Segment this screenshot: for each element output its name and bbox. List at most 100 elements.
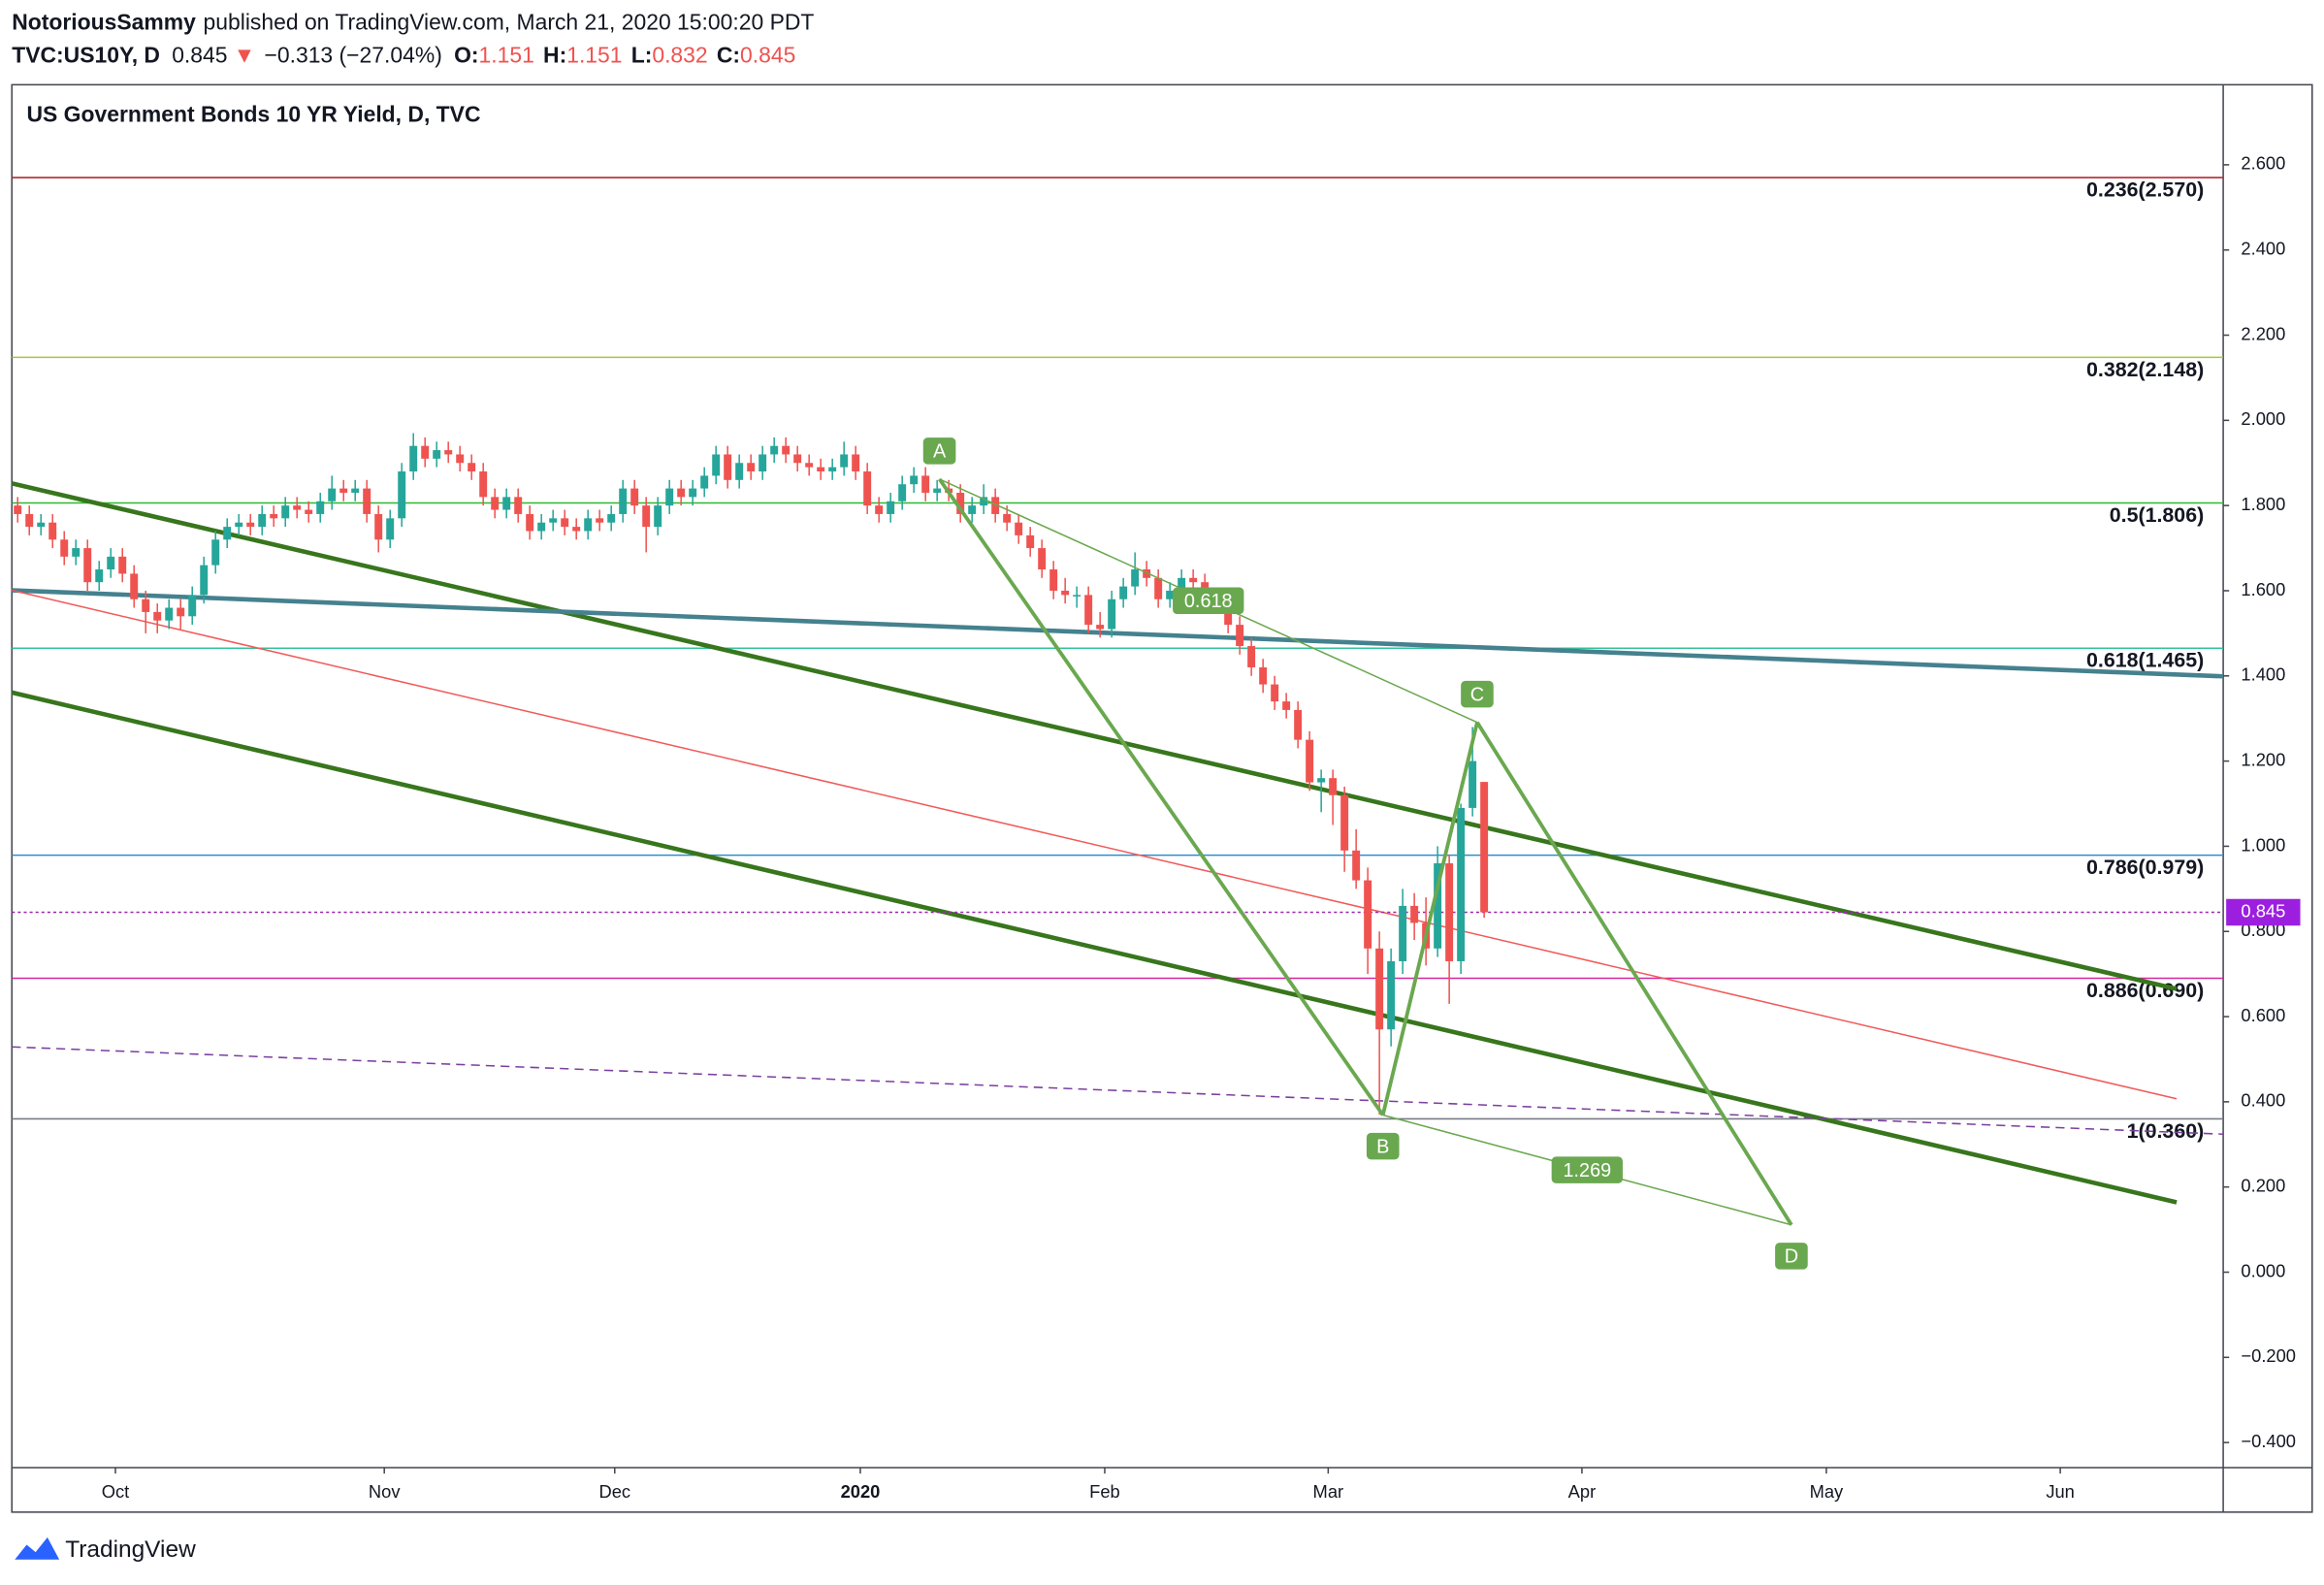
candle-body	[1119, 586, 1128, 599]
candle-body	[177, 607, 185, 617]
candle-body	[782, 445, 791, 455]
x-tick-label: 2020	[841, 1481, 881, 1502]
candle-body	[118, 556, 127, 574]
candle-body	[956, 492, 965, 514]
candle-body	[188, 595, 197, 617]
y-tick-label: 0.000	[2241, 1260, 2285, 1280]
candle-body	[887, 501, 895, 514]
candle-body	[83, 548, 92, 583]
candle-body	[409, 445, 418, 472]
x-tick-label: Apr	[1568, 1481, 1597, 1502]
pattern-point-label-box	[922, 437, 956, 465]
fib-label: 0.786(0.979)	[2086, 856, 2204, 879]
candle-body	[759, 454, 767, 472]
candle-body	[793, 454, 802, 464]
pattern-leg	[938, 477, 1385, 1116]
candle-body	[130, 573, 139, 599]
candle-body	[619, 488, 628, 514]
axes: −0.400−0.2000.0000.2000.4000.6000.8001.0…	[102, 153, 2301, 1502]
candle-body	[37, 522, 46, 528]
arrow: ▼	[234, 42, 256, 67]
pattern-point-label: D	[1785, 1246, 1798, 1268]
candle-body	[1049, 569, 1058, 591]
candle-body	[1189, 577, 1198, 583]
candle-body	[1399, 905, 1407, 961]
candle-body	[654, 505, 662, 528]
ohlc-key: L:	[631, 42, 653, 67]
candle-body	[735, 463, 744, 480]
candle-body	[1469, 760, 1477, 808]
candle-body	[1306, 739, 1314, 783]
pattern-point-label-box	[1366, 1132, 1400, 1160]
x-tick-label: May	[1810, 1481, 1844, 1502]
y-tick-label: −0.200	[2241, 1345, 2296, 1366]
last-price-label: 0.845	[2241, 900, 2285, 921]
brand: TradingView	[65, 1536, 196, 1563]
candle-body	[200, 565, 209, 596]
candle-body	[817, 467, 825, 472]
x-tick-label: Feb	[1089, 1481, 1120, 1502]
candle-body	[549, 518, 558, 523]
fib-label: 0.618(1.465)	[2086, 649, 2204, 672]
pattern-point-label: C	[1470, 684, 1484, 705]
candle-body	[968, 505, 977, 514]
candle-body	[468, 463, 476, 472]
candle-body	[142, 598, 150, 612]
chart-title: US Government Bonds 10 YR Yield, D, TVC	[27, 101, 481, 126]
candle-body	[293, 505, 302, 510]
pattern-leg	[1475, 721, 1793, 1226]
fib-label: 1(0.360)	[2127, 1119, 2205, 1143]
candle-body	[444, 450, 453, 455]
x-tick-label: Dec	[598, 1481, 630, 1502]
logo-icon	[15, 1536, 60, 1560]
candle-body	[980, 497, 988, 506]
candle-body	[398, 471, 406, 519]
candle-body	[712, 454, 721, 476]
candle-body	[642, 505, 651, 528]
pattern-leg	[1380, 722, 1479, 1116]
candle-body	[1236, 625, 1244, 647]
candle-body	[421, 445, 430, 459]
candle-body	[235, 522, 243, 528]
candle-body	[724, 454, 732, 480]
candle-body	[386, 518, 395, 540]
y-tick-label: 0.600	[2241, 1005, 2285, 1025]
y-tick-label: 2.200	[2241, 323, 2285, 343]
publisher-line: NotoriousSammy published on TradingView.c…	[12, 10, 814, 35]
candle-body	[898, 484, 907, 501]
pattern-point-label-box	[1461, 680, 1494, 708]
candle-body	[60, 539, 69, 557]
candle-body	[305, 509, 313, 514]
x-tick-label: Nov	[369, 1481, 401, 1502]
pattern-ratio-label-box	[1551, 1156, 1624, 1183]
pattern-point-label: B	[1376, 1136, 1389, 1157]
fib-label: 0.5(1.806)	[2110, 503, 2204, 527]
candle-body	[374, 513, 383, 540]
x-tick-label: Mar	[1313, 1481, 1344, 1502]
candle-body	[630, 488, 639, 506]
candle-body	[584, 518, 593, 532]
x-tick-label: Oct	[102, 1481, 130, 1502]
candle-body	[770, 445, 779, 455]
pattern-point-label: A	[933, 441, 947, 463]
candle-body	[433, 450, 441, 459]
candle-body	[1247, 646, 1256, 668]
candle-body	[270, 513, 278, 519]
ohlc-key: C:	[717, 42, 740, 67]
candle-body	[1178, 577, 1186, 591]
candle-body	[607, 513, 616, 523]
candle-body	[747, 463, 756, 472]
chart-frame	[11, 83, 2313, 1513]
candle-body	[456, 454, 465, 464]
candle-body	[689, 488, 697, 498]
trend-line	[12, 690, 2178, 1205]
candle-body	[153, 611, 162, 621]
publisher: NotoriousSammy	[12, 10, 196, 35]
candle-body	[561, 518, 569, 528]
candle-body	[1096, 625, 1105, 630]
ohlc-value: 1.151	[566, 42, 622, 67]
candle-body	[14, 505, 22, 514]
candle-body	[1410, 905, 1419, 923]
y-tick-label: 1.000	[2241, 834, 2285, 855]
